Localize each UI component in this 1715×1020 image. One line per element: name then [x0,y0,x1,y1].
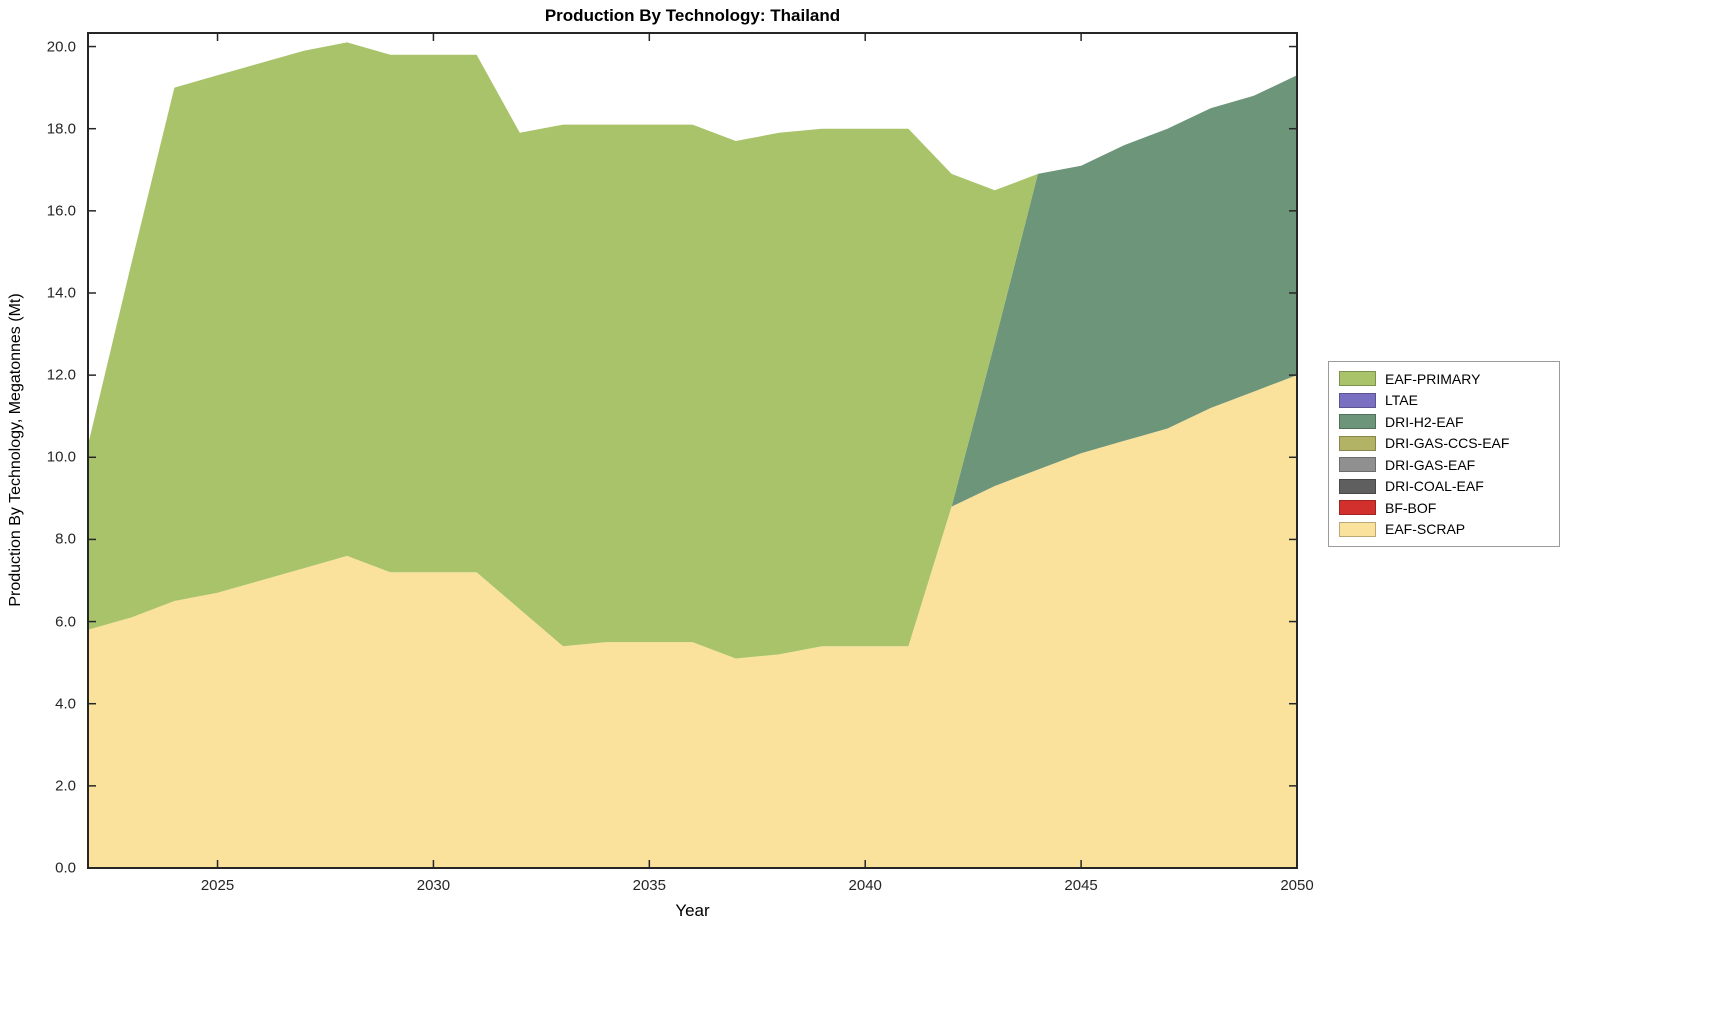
legend-swatch [1339,478,1376,494]
legend: EAF-PRIMARY LTAE DRI-H2-EAF DRI-GAS-CCS-EAF… [1328,361,1560,547]
y-tick-label: 10.0 [46,448,76,466]
legend-swatch [1339,414,1376,430]
y-tick-label: 14.0 [46,284,76,302]
plot-border [87,32,1298,869]
y-tick-label: 8.0 [55,530,76,548]
legend-swatch [1339,392,1376,408]
x-axis-label: Year [675,901,710,920]
area-dri-h2-eaf [88,75,1297,659]
legend-item-bf-bof: BF-BOF [1339,497,1549,519]
legend-label: EAF-SCRAP [1385,521,1466,538]
legend-item-dri-coal-eaf: DRI-COAL-EAF [1339,476,1549,498]
legend-item-eaf-scrap: EAF-SCRAP [1339,519,1549,541]
legend-swatch [1339,521,1376,537]
x-tick-label: 2045 [1064,877,1098,894]
legend-label: EAF-PRIMARY [1385,370,1481,387]
x-tick-label: 2040 [848,877,882,894]
legend-item-dri-gas-eaf: DRI-GAS-EAF [1339,454,1549,476]
legend-item-dri-gas-ccs-eaf: DRI-GAS-CCS-EAF [1339,433,1549,455]
y-tick-label: 18.0 [46,120,76,138]
legend-item-dri-h2-eaf: DRI-H2-EAF [1339,411,1549,433]
legend-label: DRI-GAS-CCS-EAF [1385,435,1510,452]
legend-label: BF-BOF [1385,499,1437,516]
y-tick-label: 4.0 [55,695,76,713]
y-tick-label: 16.0 [46,202,76,220]
legend-label: DRI-COAL-EAF [1385,478,1484,495]
chart-title: Production By Technology: Thailand [544,6,841,25]
area-eaf-scrap [88,375,1297,868]
legend-swatch [1339,500,1376,516]
legend-item-ltae: LTAE [1339,390,1549,412]
y-tick-label: 2.0 [55,777,76,795]
legend-item-eaf-primary: EAF-PRIMARY [1339,368,1549,390]
x-tick-label: 2030 [416,877,451,894]
legend-swatch [1339,371,1376,387]
legend-swatch [1339,457,1376,473]
y-tick-label: 6.0 [55,613,76,631]
legend-label: LTAE [1385,392,1418,409]
y-tick-label: 0.0 [55,859,76,877]
area-eaf-primary [88,42,1297,659]
x-tick-label: 2035 [632,877,666,894]
x-tick-label: 2050 [1280,877,1314,894]
legend-label: DRI-H2-EAF [1385,413,1464,430]
legend-swatch [1339,435,1376,451]
y-tick-label: 12.0 [46,366,76,384]
y-tick-label: 20.0 [46,38,76,56]
legend-label: DRI-GAS-EAF [1385,456,1476,473]
x-tick-label: 2025 [200,877,235,894]
